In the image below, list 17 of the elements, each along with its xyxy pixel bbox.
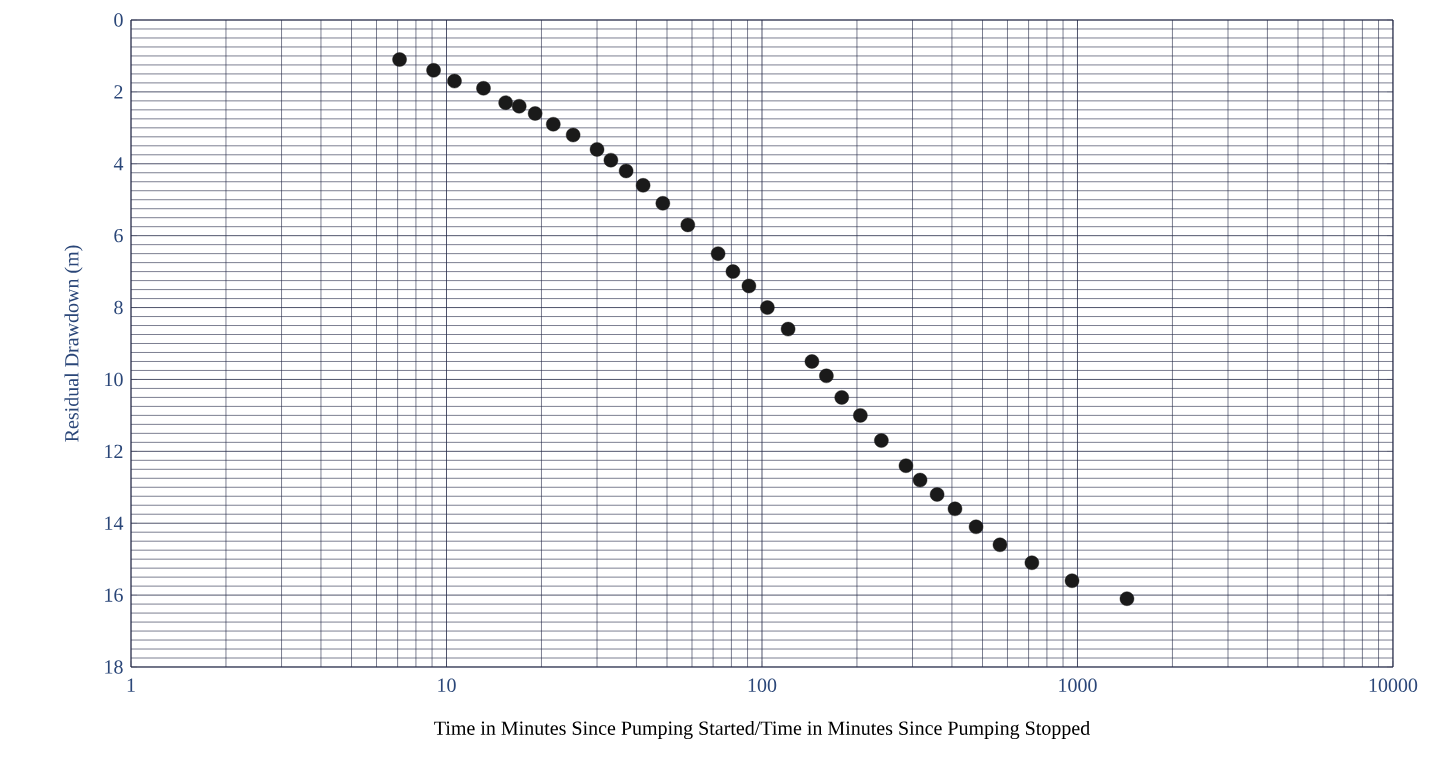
y-axis-title: Residual Drawdown (m) (64, 245, 83, 442)
y-tick-label: 0 (114, 13, 123, 27)
y-tick-label: 18 (105, 660, 123, 674)
y-tick-label: 16 (105, 588, 123, 602)
y-tick-label: 12 (105, 444, 123, 458)
y-tick-label: 6 (114, 228, 123, 243)
x-tick-label: 100 (748, 678, 777, 693)
y-tick-label: 8 (114, 300, 123, 315)
y-tick-label: 14 (105, 516, 124, 530)
x-axis-title: Time in Minutes Since Pumping Started/Time in Minutes Since Pumping Stopped (434, 720, 1090, 740)
y-tick-label: 10 (105, 372, 123, 387)
x-tick-label: 10000 (1369, 678, 1418, 693)
x-tick-label: 1000 (1059, 678, 1097, 693)
x-tick-label: 10 (438, 678, 456, 693)
y-tick-label: 4 (113, 157, 124, 171)
y-tick-label: 2 (114, 85, 123, 99)
x-tick-label: 1 (127, 678, 135, 692)
